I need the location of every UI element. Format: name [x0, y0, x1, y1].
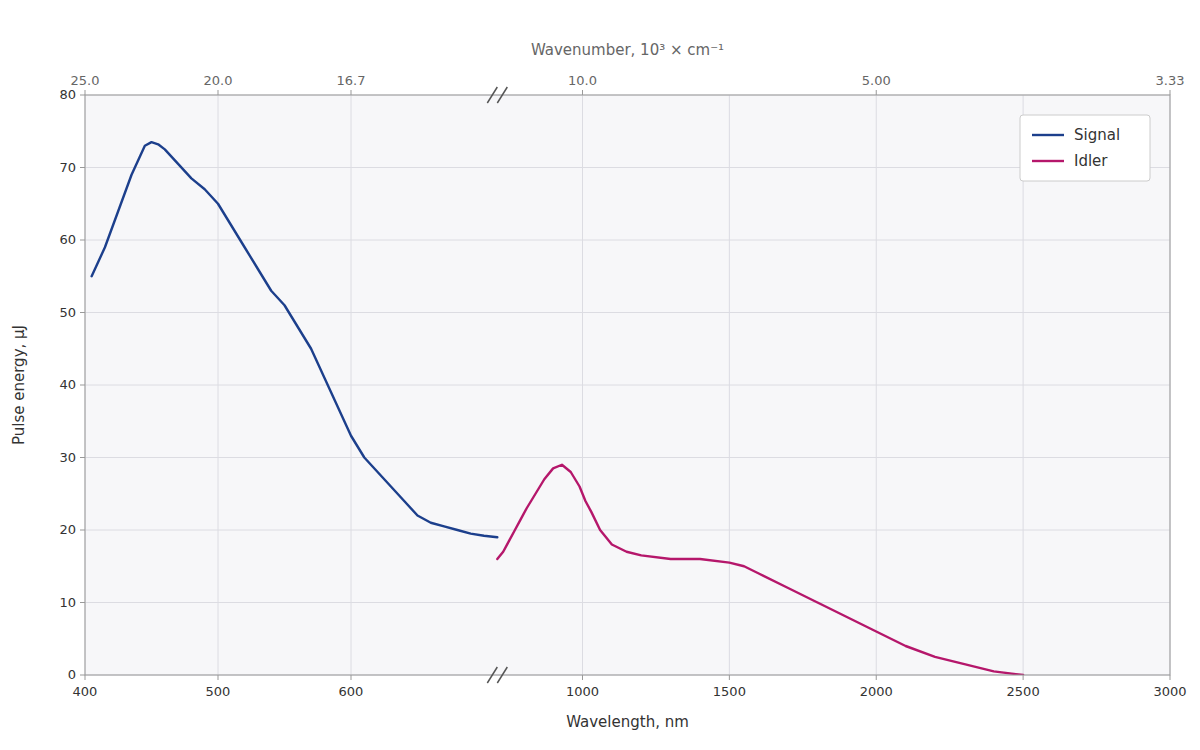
plot-frame: [85, 95, 1170, 675]
y-tick: [80, 240, 85, 241]
x-tick: [85, 675, 86, 680]
axis-break-mark: [487, 87, 497, 103]
x2-tick: [218, 90, 219, 95]
legend-box: [1020, 115, 1150, 181]
x-tick-label: 400: [73, 684, 98, 699]
x2-tick-label: 5.00: [862, 73, 891, 88]
x2-axis-label: Wavenumber, 10³ × cm⁻¹: [531, 41, 724, 59]
y-tick: [80, 530, 85, 531]
x2-tick: [876, 90, 877, 95]
y-axis-label: Pulse energy, μJ: [10, 325, 28, 445]
x-tick-label: 500: [206, 684, 231, 699]
y-tick-label: 10: [59, 595, 76, 610]
grid-line-x: [582, 95, 583, 675]
y-tick: [80, 675, 85, 676]
x-tick-label: 1500: [713, 684, 746, 699]
x2-tick-label: 16.7: [337, 73, 366, 88]
x-axis: 400 500 600 1000 1500 2000 2500 3000 Wavelength,…: [73, 675, 1187, 731]
grid-line-x: [1023, 95, 1024, 675]
axis-break-mark: [487, 667, 497, 683]
legend-swatch: [1032, 134, 1064, 136]
x-axis-label: Wavelength, nm: [566, 713, 689, 731]
x-tick: [582, 675, 583, 680]
y-tick: [80, 167, 85, 168]
grid-line-y: [85, 240, 1170, 241]
axis-break-mark: [497, 87, 507, 103]
grid-line-x: [876, 95, 877, 675]
y-tick-label: 20: [59, 522, 76, 537]
y-tick-label: 0: [68, 667, 76, 682]
x2-tick-label: 10.0: [568, 73, 597, 88]
legend-label: Signal: [1074, 126, 1120, 144]
y-tick: [80, 457, 85, 458]
x2-tick: [1170, 90, 1171, 95]
y-tick: [80, 312, 85, 313]
x2-tick-label: 25.0: [71, 73, 100, 88]
y-tick-label: 40: [59, 377, 76, 392]
legend-swatch: [1032, 160, 1064, 162]
x-tick-label: 1000: [566, 684, 599, 699]
y-axis: 0 10 20 30 40 50 60 70 80 Pulse energy, μJ: [10, 87, 85, 682]
y-tick-label: 70: [59, 160, 76, 175]
x-tick: [218, 675, 219, 680]
axis-break-mark: [497, 667, 507, 683]
grid-line-y: [85, 167, 1170, 168]
grid-line-x: [351, 95, 352, 675]
y-tick: [80, 385, 85, 386]
grid-line-y: [85, 457, 1170, 458]
y-tick-label: 50: [59, 305, 76, 320]
y-tick-label: 80: [59, 87, 76, 102]
y-tick-label: 60: [59, 232, 76, 247]
x2-tick: [85, 90, 86, 95]
legend: Signal Idler: [1020, 115, 1150, 181]
x2-tick: [582, 90, 583, 95]
grid-line-y: [85, 530, 1170, 531]
series-line: [497, 465, 1023, 675]
x-tick-label: 2500: [1007, 684, 1040, 699]
x2-tick-label: 3.33: [1156, 73, 1185, 88]
x-tick: [729, 675, 730, 680]
x-tick-label: 600: [339, 684, 364, 699]
y-tick: [80, 95, 85, 96]
x-tick-label: 2000: [860, 684, 893, 699]
chart: 0 10 20 30 40 50 60 70 80 Pulse energy, μJ 400 500 6…: [0, 0, 1200, 750]
x2-tick: [351, 90, 352, 95]
grid-line-y: [85, 312, 1170, 313]
grid-line-y: [85, 602, 1170, 603]
legend-label: Idler: [1074, 152, 1108, 170]
grid-line-x: [218, 95, 219, 675]
plot-area: [85, 95, 1170, 675]
x-tick: [876, 675, 877, 680]
y-tick-label: 30: [59, 450, 76, 465]
x-tick: [351, 675, 352, 680]
x-tick: [1023, 675, 1024, 680]
grid-line-y: [85, 385, 1170, 386]
series-group: [92, 142, 1023, 675]
x2-tick-label: 20.0: [204, 73, 233, 88]
x-tick: [1170, 675, 1171, 680]
x2-axis: 25.0 20.0 16.7 10.0 5.00 3.33 Wavenumber, 10³ …: [71, 41, 1185, 95]
grid: [85, 95, 1170, 675]
grid-line-x: [729, 95, 730, 675]
x-tick-label: 3000: [1153, 684, 1186, 699]
y-tick: [80, 602, 85, 603]
series-line: [92, 142, 498, 537]
